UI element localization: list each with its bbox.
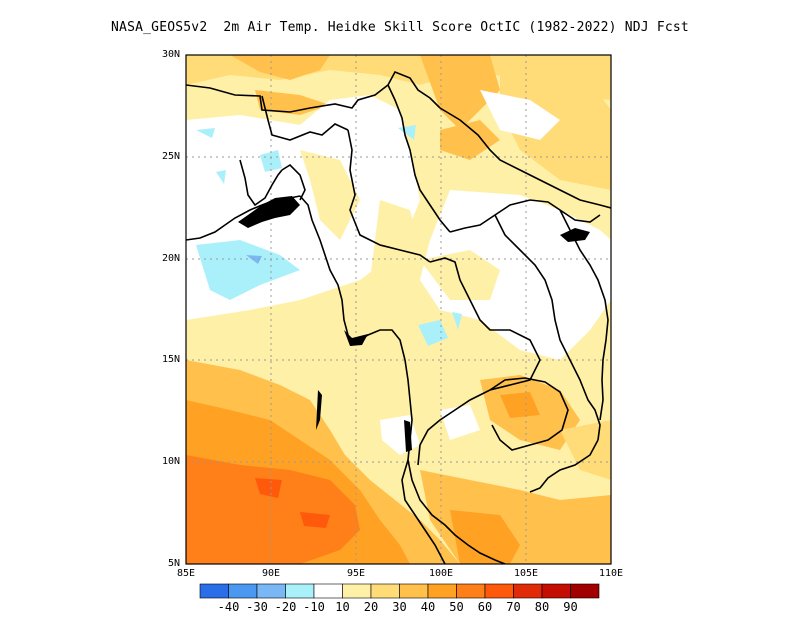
colorbar-label: 10 [335, 600, 350, 614]
colorbar-swatch [513, 583, 543, 599]
colorbar-swatch [399, 583, 429, 599]
colorbar-swatch [256, 583, 286, 599]
colorbar-label: -10 [303, 600, 325, 614]
lat-tick-25n: 25N [161, 151, 180, 162]
map-frame [185, 54, 612, 565]
lon-tick-110e: 110E [598, 568, 624, 579]
lat-tick-20n: 20N [161, 253, 180, 264]
coastal-detail [238, 196, 590, 452]
colorbar-swatch [342, 583, 372, 599]
colorbar-swatch [285, 583, 315, 599]
lon-tick-100e: 100E [428, 568, 454, 579]
colorbar-swatch [313, 583, 343, 599]
colorbar-label: 50 [449, 600, 464, 614]
colorbar-swatch [199, 583, 229, 599]
colorbar-label: 60 [477, 600, 493, 614]
colorbar-label: 30 [392, 600, 407, 614]
lon-tick-85e: 85E [176, 568, 196, 579]
lat-tick-30n: 30N [161, 49, 180, 60]
colorbar-label: 80 [534, 600, 550, 614]
lon-tick-105e: 105E [513, 568, 539, 579]
colorbar-swatch [541, 583, 571, 599]
lat-tick-10n: 10N [161, 456, 180, 467]
colorbar-label: -40 [217, 600, 240, 614]
colorbar-label: -30 [246, 600, 268, 614]
map-title: NASA_GEOS5v2 2m Air Temp. Heidke Skill S… [111, 20, 689, 35]
colorbar-swatch [570, 583, 600, 599]
colorbar-label: 70 [506, 600, 521, 614]
lat-tick-5n: 5N [167, 558, 180, 569]
colorbar-label: 20 [363, 600, 379, 614]
colorbar-swatch [484, 583, 514, 599]
lon-tick-90e: 90E [261, 568, 281, 579]
skill-field [186, 55, 611, 564]
colorbar-swatch [228, 583, 258, 599]
lat-tick-15n: 15N [161, 354, 180, 365]
colorbar-swatch [370, 583, 400, 599]
lon-tick-95e: 95E [346, 568, 366, 579]
colorbar-label: 40 [420, 600, 436, 614]
coastlines-borders [186, 70, 611, 564]
colorbar-label: 90 [563, 600, 578, 614]
colorbar-label: -20 [274, 600, 297, 614]
colorbar [199, 583, 600, 599]
colorbar-swatch [427, 583, 457, 599]
colorbar-swatch [456, 583, 486, 599]
